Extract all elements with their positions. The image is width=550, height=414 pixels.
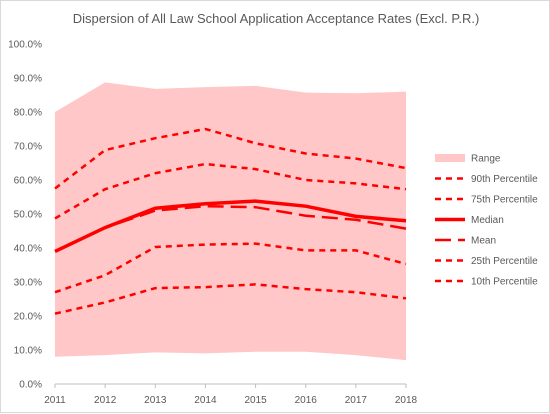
y-tick-label: 100.0% (8, 40, 42, 51)
x-tick-label: 2011 (44, 395, 66, 406)
x-tick-label: 2018 (395, 395, 418, 406)
series-line-median (54, 199, 407, 253)
x-tick-label: 2015 (244, 395, 267, 406)
x-tick-label: 2016 (295, 395, 318, 406)
plot-area (54, 82, 407, 361)
legend-label-median: Median (471, 215, 504, 226)
x-tick-label: 2017 (345, 395, 368, 406)
y-tick-label: 50.0% (14, 210, 42, 221)
y-tick-label: 60.0% (14, 176, 42, 187)
y-tick-label: 30.0% (14, 278, 42, 289)
x-tick-label: 2014 (194, 395, 217, 406)
series-line-10th-percentile (54, 283, 407, 315)
y-tick-label: 90.0% (14, 74, 42, 85)
y-tick-label: 40.0% (14, 244, 42, 255)
legend-label-10th-percentile: 10th Percentile (471, 277, 538, 288)
series-line-mean (54, 204, 407, 253)
y-tick-label: 80.0% (14, 108, 42, 119)
y-tick-label: 20.0% (14, 312, 42, 323)
legend-label-mean: Mean (471, 236, 496, 247)
legend-swatch-range (435, 154, 465, 162)
legend-label-90th-percentile: 90th Percentile (471, 174, 538, 185)
legend-label-range: Range (471, 154, 501, 165)
chart-title: Dispersion of All Law School Application… (73, 11, 480, 26)
x-tick-label: 2012 (94, 395, 117, 406)
legend-label-75th-percentile: 75th Percentile (471, 195, 538, 206)
y-tick-label: 0.0% (19, 380, 42, 391)
legend: Range 90th Percentile 75th Percentile Media… (435, 154, 538, 288)
x-tick-label: 2013 (144, 395, 167, 406)
range-band (55, 82, 406, 361)
series-line-90th-percentile (54, 127, 407, 190)
series-line-75th-percentile (54, 162, 407, 220)
legend-label-25th-percentile: 25th Percentile (471, 256, 538, 267)
x-axis: 2011 2012 2013 2014 2015 2016 2017 2018 (44, 383, 418, 406)
y-tick-label: 70.0% (14, 142, 42, 153)
y-axis: 0.0% 10.0% 20.0% 30.0% 40.0% 50.0% 60.0% 70.0% 8… (8, 40, 42, 391)
y-tick-label: 10.0% (14, 346, 42, 357)
